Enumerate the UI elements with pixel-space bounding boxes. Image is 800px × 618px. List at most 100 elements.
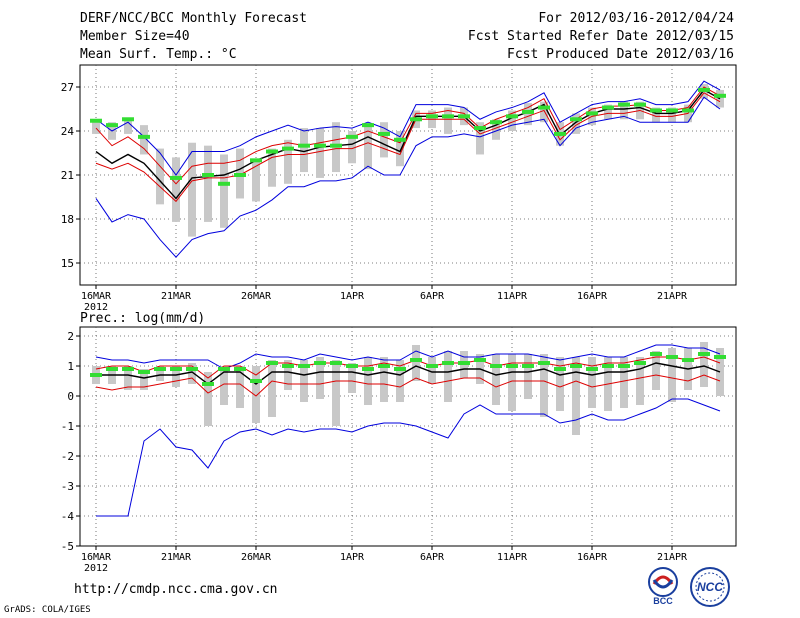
temp-x-tick-label: 21APR — [657, 291, 688, 302]
temp-range-bar — [172, 157, 180, 222]
temp-y-tick-label: 15 — [61, 257, 74, 270]
prec-observed-marker — [346, 364, 358, 368]
prec-observed-marker — [650, 352, 662, 356]
temp-x-tick-label: 21MAR — [161, 291, 192, 302]
temp-observed-marker — [250, 158, 262, 163]
prec-observed-marker — [442, 361, 454, 365]
prec-y-tick-label: -2 — [61, 450, 74, 463]
temp-range-bar — [252, 160, 260, 202]
prec-range-bar — [124, 366, 132, 390]
temp-x-tick-label: 16APR — [577, 291, 608, 302]
temp-observed-marker — [634, 102, 646, 107]
temp-observed-marker — [602, 105, 614, 110]
forecast-produced-date: Fcst Produced Date 2012/03/16 — [507, 47, 734, 62]
prec-observed-marker — [586, 367, 598, 371]
prec-range-bar — [540, 354, 548, 417]
prec-range-bar — [140, 369, 148, 390]
prec-range-bar — [444, 351, 452, 402]
temp-observed-marker — [266, 149, 278, 154]
prec-x-year-label: 2012 — [84, 563, 108, 574]
prec-y-tick-label: -3 — [61, 480, 74, 493]
temp-y-tick-label: 18 — [61, 213, 74, 226]
temp-range-bar — [444, 107, 452, 134]
prec-range-bar — [300, 360, 308, 402]
prec-observed-marker — [522, 364, 534, 368]
temp-observed-marker — [682, 108, 694, 113]
temp-line-mean-spread — [95, 92, 721, 203]
forecast-period: For 2012/03/16-2012/04/24 — [538, 11, 734, 26]
forecast-start-date: Fcst Started Refer Date 2012/03/15 — [467, 29, 734, 44]
temp-range-bar — [124, 117, 132, 134]
prec-range-bar — [668, 348, 676, 402]
temp-range-bar — [716, 89, 724, 108]
prec-line-ensemble-max — [95, 344, 721, 370]
temp-range-bar — [268, 148, 276, 187]
prec-observed-marker — [698, 352, 710, 356]
temp-line-ensemble-min — [95, 96, 721, 258]
temp-observed-marker — [314, 143, 326, 148]
prec-y-tick-label: -5 — [61, 540, 74, 553]
temp-range-bar — [652, 107, 660, 123]
prec-plot-frame — [79, 326, 737, 547]
temp-line-ensemble-max — [95, 80, 721, 176]
temp-observed-marker — [698, 87, 710, 92]
prec-line-ensemble-mean — [96, 362, 721, 385]
prec-x-tick-label: 26MAR — [241, 552, 272, 563]
prec-observed-marker — [90, 373, 102, 377]
prec-y-tick-label: 2 — [67, 330, 74, 343]
prec-range-bar — [252, 366, 260, 423]
prec-observed-marker — [138, 370, 150, 374]
prec-range-bar — [396, 360, 404, 402]
prec-line-mean-spread — [95, 374, 721, 397]
prec-range-bar — [428, 357, 436, 384]
prec-observed-marker — [602, 364, 614, 368]
prec-observed-marker — [250, 379, 262, 383]
temp-range-bar — [492, 119, 500, 140]
prec-x-tick-label: 21APR — [657, 552, 688, 563]
temp-observed-marker — [234, 173, 246, 177]
temp-range-bar — [364, 125, 372, 170]
temp-observed-marker — [90, 118, 102, 123]
temp-range-bar — [300, 128, 308, 173]
temp-observed-marker — [138, 134, 150, 139]
prec-range-bar — [220, 366, 228, 405]
prec-observed-marker — [378, 364, 390, 368]
prec-observed-marker — [570, 364, 582, 368]
temp-observed-marker — [170, 175, 182, 180]
temp-observed-marker — [618, 102, 630, 107]
temp-observed-marker — [490, 120, 502, 125]
temp-observed-marker — [362, 123, 374, 128]
temp-observed-marker — [330, 143, 342, 148]
chart-title: DERF/NCC/BCC Monthly Forecast — [80, 11, 307, 26]
temp-range-bar — [348, 131, 356, 164]
temp-y-tick-label: 27 — [61, 81, 74, 94]
prec-observed-marker — [170, 367, 182, 371]
bcc-logo: BCC — [648, 567, 678, 606]
temp-range-bar — [572, 113, 580, 134]
prec-observed-marker — [506, 364, 518, 368]
temp-observed-marker — [554, 131, 566, 136]
prec-range-bar — [620, 357, 628, 408]
prec-panel-title: Prec.: log(mm/d) — [80, 311, 205, 326]
temp-observed-marker — [458, 114, 470, 119]
temp-observed-marker — [122, 117, 134, 122]
prec-observed-marker — [218, 367, 230, 371]
prec-observed-marker — [282, 364, 294, 368]
temp-observed-marker — [378, 131, 390, 136]
temp-range-bar — [540, 101, 548, 123]
temp-observed-marker — [202, 173, 214, 177]
temp-x-tick-label: 11APR — [497, 291, 528, 302]
footer-url[interactable]: http://cmdp.ncc.cma.gov.cn — [74, 582, 278, 597]
temp-line-mean-spread — [95, 86, 721, 185]
temp-range-bar — [668, 107, 676, 123]
temp-range-bar — [284, 139, 292, 184]
prec-observed-marker — [714, 355, 726, 359]
temp-observed-marker — [506, 114, 518, 119]
prec-range-bar — [508, 354, 516, 411]
grads-credit: GrADS: COLA/IGES — [4, 605, 91, 615]
prec-range-bar — [156, 366, 164, 381]
prec-range-bar — [652, 351, 660, 390]
prec-observed-marker — [474, 358, 486, 362]
prec-range-bar — [332, 360, 340, 426]
temp-range-bar — [524, 103, 532, 126]
